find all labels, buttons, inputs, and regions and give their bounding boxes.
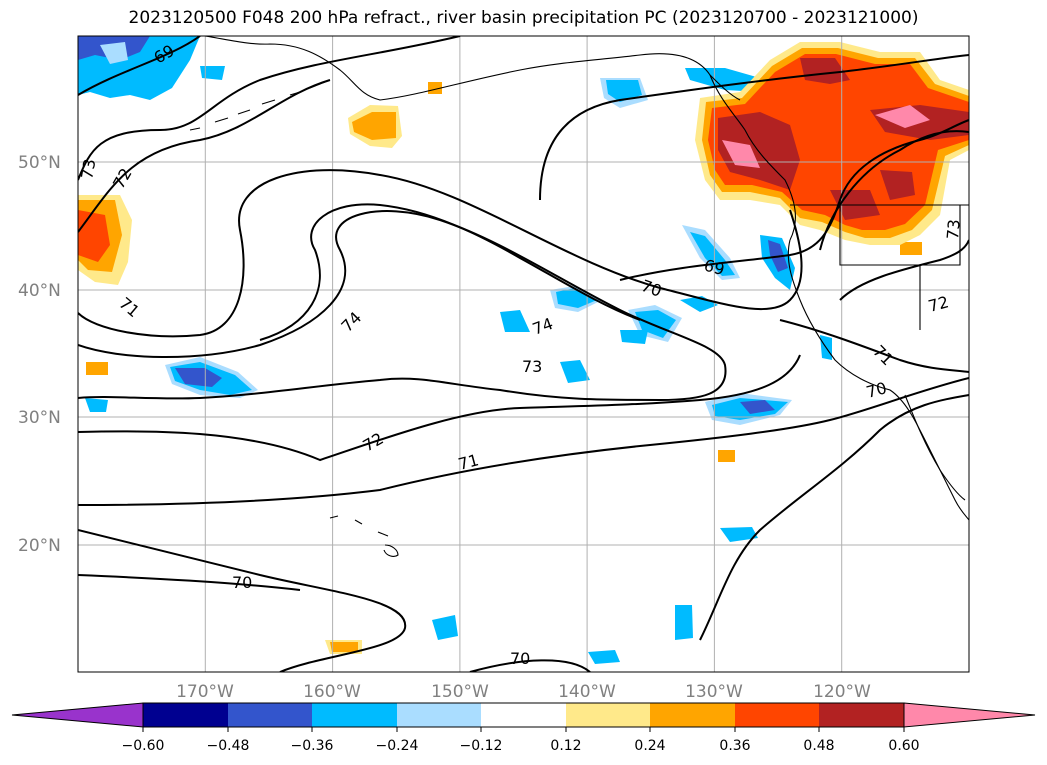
refractivity-contours xyxy=(78,36,969,672)
contour-72-east xyxy=(839,239,969,301)
alaska-coast xyxy=(204,36,741,101)
contour-74-outer xyxy=(78,210,727,402)
colorbar-bin-3 xyxy=(312,703,397,727)
contour-label-71-mid: 71 xyxy=(456,450,481,474)
colorbar-tick-label-8: 0.36 xyxy=(719,738,750,754)
colorbar-tick-label-3: −0.36 xyxy=(291,738,334,754)
map-content: 69 73 72 71 74 74 73 72 71 70 70 70 69 7… xyxy=(77,36,969,672)
contour-72-west xyxy=(78,79,331,233)
contour-label-70-e: 70 xyxy=(864,378,889,402)
lon-label-120w: 120°W xyxy=(813,682,871,702)
lat-label-30n: 30°N xyxy=(18,408,61,428)
colorbar-tick-label-9: 0.48 xyxy=(803,738,834,754)
baja xyxy=(904,394,966,501)
aleutians xyxy=(189,81,326,131)
colorbar-bin-1 xyxy=(143,703,228,727)
contour-70-bottom xyxy=(469,659,591,672)
colorbar-tick-label-7: 0.24 xyxy=(634,738,665,754)
contour-70-east xyxy=(699,394,969,641)
lon-label-160w: 160°W xyxy=(303,682,361,702)
contour-label-72-e: 72 xyxy=(926,292,951,316)
colorbar-bin-4 xyxy=(397,703,481,727)
lon-label-130w: 130°W xyxy=(685,682,743,702)
contour-label-70-s: 70 xyxy=(510,649,530,668)
contour-74-inner xyxy=(259,203,641,341)
colorbar-tick-label-6: 0.12 xyxy=(550,738,581,754)
colorbar-ticks xyxy=(142,727,905,732)
contour-71-south xyxy=(78,377,969,506)
colorbar-bin-7 xyxy=(650,703,735,727)
contour-label-69-e: 69 xyxy=(702,256,727,280)
contour-71-east xyxy=(779,319,969,373)
contour-label-73-e: 73 xyxy=(943,218,964,240)
map-frame xyxy=(77,35,970,673)
colorbar-extend-low xyxy=(11,702,144,728)
colorbar-extend-high xyxy=(903,702,1036,728)
contour-72-south xyxy=(78,354,801,462)
contour-73-west xyxy=(78,36,461,181)
colorbar-tick-label-10: 0.60 xyxy=(888,738,919,754)
colorbar-bin-8 xyxy=(735,703,819,727)
contour-label-70-sw: 70 xyxy=(232,573,252,592)
contour-69-nw xyxy=(78,36,201,96)
lat-label-40n: 40°N xyxy=(18,281,61,301)
neg-anomaly-mid-1 xyxy=(500,310,530,332)
us-west-coast xyxy=(787,239,969,521)
contour-label-73-w: 73 xyxy=(77,157,99,180)
coastlines xyxy=(189,36,969,557)
contour-73-east xyxy=(819,130,969,251)
colorbar-bin-5 xyxy=(481,703,566,727)
contour-70-south xyxy=(78,529,407,672)
colorbar-tick-label-5: −0.12 xyxy=(460,738,503,754)
lon-label-170w: 170°W xyxy=(176,682,234,702)
contour-71 xyxy=(78,169,803,338)
bc-coast xyxy=(709,74,796,241)
colorbar-tick-label-4: −0.24 xyxy=(376,738,419,754)
colorbar-tick-label-2: −0.48 xyxy=(207,738,250,754)
colorbar-bin-6 xyxy=(566,703,650,727)
lon-label-150w: 150°W xyxy=(431,682,489,702)
contour-70-lower xyxy=(78,574,301,591)
colorbar-tick-label-1: −0.60 xyxy=(122,738,165,754)
hawaii xyxy=(329,515,399,557)
lat-label-50n: 50°N xyxy=(18,153,61,173)
colorbar: −0.60 −0.48 −0.36 −0.24 −0.12 0.12 0.24 … xyxy=(11,702,1036,754)
lon-label-140w: 140°W xyxy=(558,682,616,702)
contour-label-73-mid: 73 xyxy=(522,357,542,376)
colorbar-bin-9 xyxy=(819,703,904,727)
lat-label-20n: 20°N xyxy=(18,536,61,556)
state-borders xyxy=(839,205,961,330)
graticule xyxy=(78,36,969,672)
map-title: 2023120500 F048 200 hPa refract., river … xyxy=(128,8,919,28)
precip-shading xyxy=(78,36,969,664)
contour-69-east xyxy=(539,54,969,201)
colorbar-bin-2 xyxy=(228,703,312,727)
